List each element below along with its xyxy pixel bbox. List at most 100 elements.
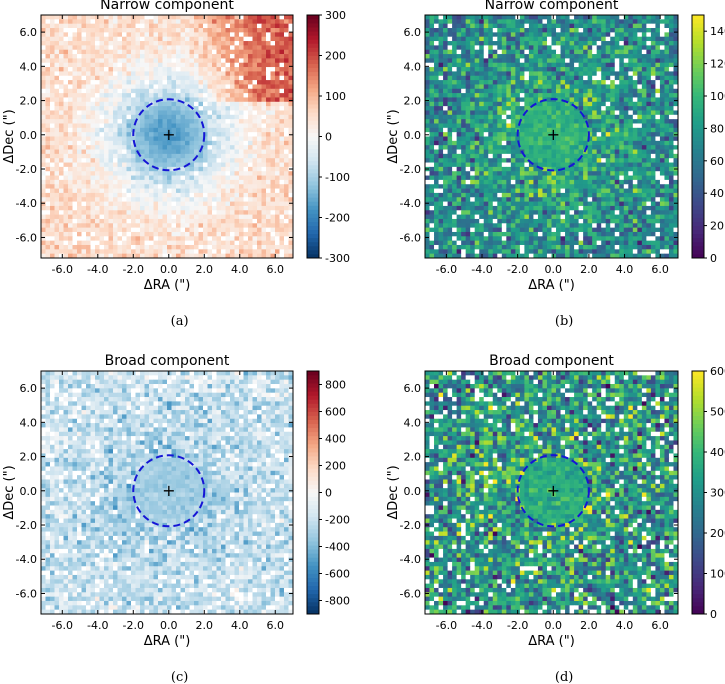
heatmap-cell	[135, 210, 141, 215]
heatmap-cell	[212, 192, 217, 198]
heatmap-cell	[438, 145, 444, 150]
heatmap-cell	[234, 205, 240, 211]
heatmap-cell	[542, 49, 548, 55]
heatmap-cell	[610, 19, 616, 25]
heatmap-cell	[207, 149, 213, 155]
heatmap-cell	[239, 184, 244, 189]
heatmap-cell	[131, 23, 136, 29]
heatmap-cell	[185, 201, 190, 207]
heatmap-cell	[288, 136, 294, 142]
heatmap-cell	[81, 67, 87, 72]
heatmap-cell	[578, 23, 584, 29]
heatmap-cell	[207, 205, 213, 211]
heatmap-cell	[54, 58, 60, 64]
heatmap-cell	[596, 93, 602, 98]
heatmap-cell	[180, 114, 186, 120]
heatmap-cell	[288, 244, 294, 250]
heatmap-cell	[203, 45, 208, 51]
heatmap-cell	[162, 140, 168, 146]
heatmap-cell	[596, 32, 602, 38]
heatmap-cell	[72, 119, 78, 124]
heatmap-cell	[261, 184, 267, 189]
heatmap-cell	[429, 36, 435, 42]
heatmap-cell	[95, 192, 100, 198]
heatmap-cell	[288, 67, 294, 72]
heatmap-cell	[90, 253, 96, 259]
heatmap-cell	[50, 236, 55, 241]
heatmap-cell	[176, 54, 181, 59]
heatmap-cell	[239, 28, 244, 33]
heatmap-cell	[587, 71, 593, 77]
heatmap-cell	[117, 249, 123, 255]
heatmap-cell	[587, 15, 593, 20]
heatmap-cell	[149, 175, 154, 181]
heatmap-cell	[275, 205, 280, 211]
heatmap-cell	[284, 49, 289, 55]
heatmap-cell	[501, 19, 507, 25]
heatmap-cell	[117, 136, 123, 142]
heatmap-cell	[113, 210, 118, 215]
heatmap-cell	[434, 114, 439, 120]
y-axis-label: ΔDec (")	[2, 109, 17, 163]
heatmap-cell	[72, 41, 78, 46]
heatmap-cell	[131, 197, 136, 202]
heatmap-cell	[162, 93, 168, 98]
heatmap-cell	[519, 32, 525, 38]
heatmap-cell	[574, 58, 579, 64]
heatmap-cell	[483, 58, 489, 64]
heatmap-cell	[225, 214, 231, 220]
heatmap-cell	[533, 110, 539, 116]
heatmap-cell	[230, 249, 235, 255]
heatmap-cell	[135, 218, 141, 224]
heatmap-cell	[189, 49, 195, 55]
heatmap-cell	[646, 15, 652, 20]
heatmap-cell	[252, 140, 258, 146]
heatmap-cell	[203, 80, 208, 85]
heatmap-cell	[275, 249, 280, 255]
heatmap-cell	[565, 67, 570, 72]
heatmap-cell	[252, 162, 258, 168]
heatmap-cell	[77, 93, 82, 98]
heatmap-cell	[266, 97, 271, 103]
heatmap-cell	[623, 140, 629, 146]
heatmap-cell	[569, 93, 575, 98]
heatmap-cell	[135, 227, 141, 233]
heatmap-cell	[506, 23, 512, 29]
heatmap-cell	[212, 145, 217, 150]
heatmap-cell	[50, 36, 55, 42]
heatmap-cell	[140, 49, 145, 55]
heatmap-cell	[77, 201, 82, 207]
heatmap-cell	[668, 54, 674, 59]
heatmap-cell	[596, 136, 602, 142]
heatmap-cell	[194, 58, 199, 64]
heatmap-cell	[180, 145, 186, 150]
heatmap-cell	[225, 223, 231, 228]
heatmap-cell	[546, 123, 552, 129]
heatmap-cell	[216, 28, 222, 33]
heatmap-cell	[610, 97, 616, 103]
heatmap-cell	[77, 149, 82, 155]
heatmap-cell	[185, 214, 190, 220]
heatmap-cell	[284, 205, 289, 211]
heatmap-cell	[203, 75, 208, 81]
heatmap-cell	[207, 84, 213, 90]
heatmap-cell	[537, 15, 543, 20]
heatmap-cell	[605, 80, 611, 85]
heatmap-cell	[203, 227, 208, 233]
heatmap-cell	[185, 227, 190, 233]
heatmap-cell	[601, 88, 607, 94]
heatmap-cell	[288, 71, 294, 77]
heatmap-cell	[623, 36, 629, 42]
heatmap-cell	[632, 28, 638, 33]
heatmap-cell	[284, 28, 289, 33]
heatmap-cell	[162, 214, 168, 220]
heatmap-cell	[203, 106, 208, 111]
heatmap-cell	[456, 41, 462, 46]
heatmap-cell	[99, 236, 105, 241]
heatmap-cell	[95, 188, 100, 194]
y-tick-label: -6.0	[16, 231, 37, 244]
heatmap-cell	[54, 227, 60, 233]
heatmap-cell	[288, 119, 294, 124]
heatmap-cell	[288, 62, 294, 68]
heatmap-cell	[135, 36, 141, 42]
